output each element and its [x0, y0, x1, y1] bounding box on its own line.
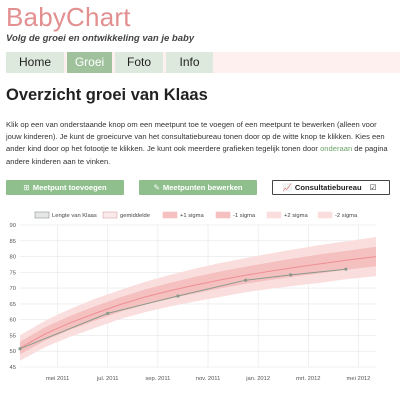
- measurement-point: [344, 267, 348, 271]
- chart-grid: [20, 224, 376, 368]
- y-tick-label: 55: [10, 333, 16, 339]
- edit-measurements-label: Meetpunten bewerken: [162, 183, 243, 192]
- tab-foto[interactable]: Foto: [115, 52, 163, 73]
- add-measurement-label: Meetpunt toevoegen: [32, 183, 107, 192]
- legend-label: -1 sigma: [233, 213, 256, 219]
- page-description: Klik op een van onderstaande knop om een…: [6, 119, 394, 168]
- plus-square-icon: ⊞: [23, 183, 30, 192]
- tab-home[interactable]: Home: [6, 52, 64, 73]
- pencil-icon: ✎: [153, 183, 160, 192]
- description-text-2: de pagina andere kinderen aan te vinken.: [6, 144, 388, 166]
- sigma-bands: [19, 237, 377, 361]
- growth-chart: 45 50 55 60 65 70 75 80 85 90 mei 2011 jul. 2011 se…: [10, 211, 377, 382]
- x-tick-label: sep. 2011: [145, 376, 170, 382]
- x-tick-label: mrt. 2012: [296, 376, 321, 382]
- y-tick-label: 45: [10, 365, 16, 371]
- x-tick-label: nov. 2011: [196, 376, 221, 382]
- legend-swatch: [162, 211, 178, 219]
- onderaan-link[interactable]: onderaan: [320, 144, 353, 154]
- x-tick-label: mei 2011: [46, 376, 69, 382]
- legend-swatch: [34, 211, 50, 219]
- legend-label: -2 sigma: [335, 213, 358, 219]
- y-axis: 45 50 55 60 65 70 75 80 85 90: [10, 223, 16, 371]
- checked-checkbox-icon[interactable]: ☑: [369, 183, 377, 192]
- measurement-series: [18, 267, 348, 351]
- legend-swatch: [317, 211, 333, 219]
- median-line: [19, 256, 377, 349]
- legend-label: gemiddelde: [120, 213, 150, 219]
- one-sigma-band: [20, 246, 376, 355]
- y-tick-label: 50: [10, 349, 16, 355]
- measurement-point: [244, 278, 248, 282]
- consultatiebureau-toggle-button[interactable]: 📈 Consultatiebureau ☑: [272, 180, 390, 195]
- measurement-point: [289, 273, 293, 277]
- y-tick-label: 90: [10, 223, 16, 229]
- legend-swatch: [215, 211, 231, 219]
- y-tick-label: 70: [10, 286, 16, 292]
- main-nav: Home Groei Foto Info: [6, 52, 400, 73]
- edit-measurements-button[interactable]: ✎ Meetpunten bewerken: [139, 180, 257, 195]
- line-chart-icon: 📈: [282, 183, 292, 192]
- x-axis: mei 2011 jul. 2011 sep. 2011 nov. 2011 jan. …: [46, 376, 370, 382]
- legend-label: Lengte van Klaas: [52, 213, 97, 219]
- tab-groei[interactable]: Groei: [67, 52, 112, 73]
- add-measurement-button[interactable]: ⊞ Meetpunt toevoegen: [6, 180, 124, 195]
- x-tick-label: jan. 2012: [245, 376, 270, 382]
- measurement-point: [18, 347, 22, 351]
- y-tick-label: 60: [10, 318, 16, 324]
- y-tick-label: 75: [10, 270, 16, 276]
- tab-info[interactable]: Info: [166, 52, 213, 73]
- description-text-1: Klik op een van onderstaande knop om een…: [6, 120, 385, 154]
- app-logo[interactable]: BabyChart: [6, 2, 131, 32]
- y-tick-label: 85: [10, 239, 16, 245]
- legend-label: +1 sigma: [180, 213, 204, 219]
- chart-legend[interactable]: Lengte van Klaas gemiddelde +1 sigma -1 sig…: [34, 211, 358, 219]
- measurement-point: [106, 311, 110, 315]
- consultatiebureau-label: Consultatiebureau: [294, 183, 362, 192]
- y-tick-label: 65: [10, 302, 16, 308]
- x-tick-label: mei 2012: [347, 376, 371, 382]
- x-tick-label: jul. 2011: [96, 376, 119, 382]
- legend-label: +2 sigma: [284, 213, 308, 219]
- y-tick-label: 80: [10, 255, 16, 261]
- legend-swatch: [266, 211, 282, 219]
- measurement-point: [176, 294, 180, 298]
- legend-swatch: [102, 211, 118, 219]
- app-tagline: Volg de groei en ontwikkeling van je bab…: [6, 33, 195, 44]
- page-title: Overzicht groei van Klaas: [6, 86, 208, 104]
- measurement-line: [19, 268, 346, 350]
